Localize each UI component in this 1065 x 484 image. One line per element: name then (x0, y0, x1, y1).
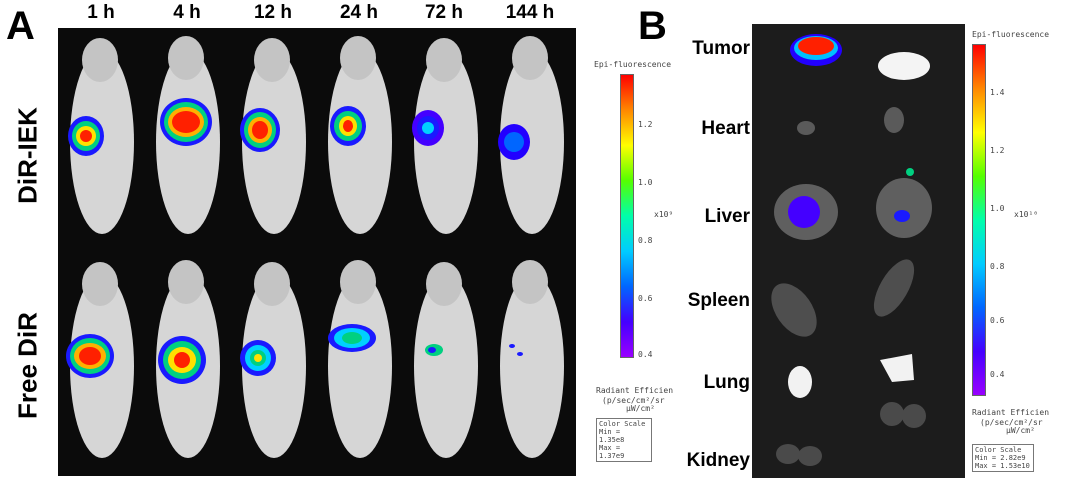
colorbar-tick: 0.4 (638, 350, 653, 359)
mouse-image (146, 254, 230, 474)
mouse-image (404, 254, 488, 474)
colorbar-tick: 1.0 (638, 178, 653, 187)
mouse-image (318, 254, 402, 474)
mouse-image (490, 254, 574, 474)
colorbar-a (620, 74, 634, 358)
mouse-image (232, 30, 316, 250)
color-scale-max: Max = 1.37e9 (599, 444, 625, 460)
colorbar-tick: 0.4 (990, 370, 1005, 379)
colorbar-tick: 1.2 (638, 120, 653, 129)
colorbar-tick: 0.8 (638, 236, 653, 245)
time-label-12h: 12 h (253, 2, 293, 23)
mouse-image (404, 30, 488, 250)
mouse-image-grid (58, 28, 576, 476)
organ-image (752, 24, 965, 478)
time-label-1h: 1 h (87, 2, 115, 23)
color-scale-title: Color Scale (599, 420, 646, 428)
mouse-image (232, 254, 316, 474)
mouse-image (146, 30, 230, 250)
colorbar-tick: 0.8 (990, 262, 1005, 271)
units-label-b: Radiant Efficien (972, 408, 1050, 417)
time-label-144h: 144 h (505, 2, 555, 23)
panel-letter-a: A (6, 4, 35, 48)
mouse-image (60, 254, 144, 474)
color-scale-min: Min = 1.35e8 (599, 428, 625, 444)
color-scale-box-a: Color Scale Min = 1.35e8 Max = 1.37e9 (596, 418, 652, 462)
row-label-dir-iek: DiR-IEK (12, 107, 43, 204)
row-label-free-dir: Free DiR (12, 312, 43, 419)
mouse-image (60, 30, 144, 250)
mouse-image (318, 30, 402, 250)
colorbar-tick: 1.0 (990, 204, 1005, 213)
mouse-image (490, 30, 574, 250)
organ-label-spleen: Spleen (687, 290, 750, 311)
colorbar-title-b: Epi-fluorescence (972, 30, 1050, 39)
units-label-a: Radiant Efficien (596, 386, 674, 395)
organ-label-kidney: Kidney (686, 450, 750, 471)
time-label-72h: 72 h (424, 2, 464, 23)
colorbar-tick: 1.2 (990, 146, 1005, 155)
colorbar-b (972, 44, 986, 396)
units-label-a: (p/sec/cm²/sr (602, 396, 665, 405)
colorbar-multiplier-a: x10⁹ (654, 210, 674, 219)
color-scale-max: Max = 1.53e10 (975, 462, 1030, 470)
organ-label-lung: Lung (703, 372, 750, 393)
color-scale-min: Min = 2.82e9 (975, 454, 1026, 462)
organ-label-liver: Liver (704, 206, 750, 227)
time-label-24h: 24 h (339, 2, 379, 23)
color-scale-title: Color Scale (975, 446, 1022, 454)
colorbar-tick: 0.6 (990, 316, 1005, 325)
colorbar-tick: 1.4 (990, 88, 1005, 97)
time-label-4h: 4 h (173, 2, 201, 23)
colorbar-multiplier-b: x10¹⁰ (1014, 210, 1039, 219)
colorbar-title-a: Epi-fluorescence (594, 60, 672, 69)
panel-letter-b: B (638, 4, 667, 48)
organ-label-heart: Heart (701, 118, 750, 139)
units-label-b: μW/cm² (1006, 426, 1035, 435)
units-label-b: (p/sec/cm²/sr (980, 418, 1043, 427)
colorbar-tick: 0.6 (638, 294, 653, 303)
units-label-a: μW/cm² (626, 404, 655, 413)
color-scale-box-b: Color Scale Min = 2.82e9 Max = 1.53e10 (972, 444, 1034, 472)
organ-label-tumor: Tumor (692, 38, 750, 59)
